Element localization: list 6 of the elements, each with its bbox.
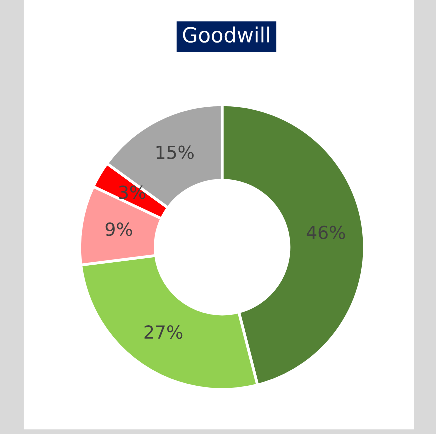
data-label: 46% [306, 226, 346, 240]
data-label: 3% [119, 186, 146, 200]
data-label: 15% [156, 146, 194, 160]
data-label: 9% [106, 222, 132, 236]
chart-title: Goodwill [183, 26, 270, 43]
data-label: 27% [144, 326, 183, 340]
